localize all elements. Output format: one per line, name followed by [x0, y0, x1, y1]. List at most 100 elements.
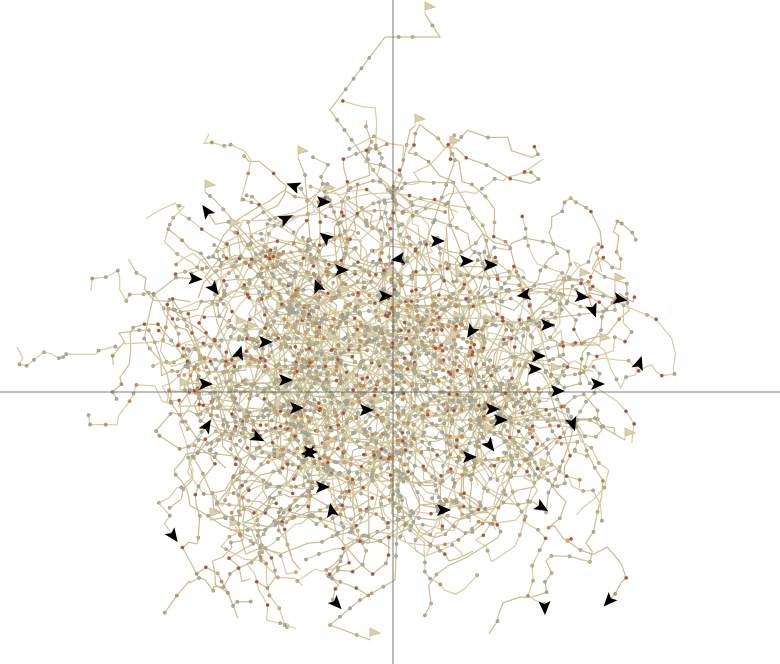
trajectory-node [265, 222, 270, 226]
trajectory-node [559, 441, 564, 446]
trajectory-node [406, 363, 411, 368]
trajectory-node [248, 538, 253, 543]
trajectory-node [509, 474, 513, 478]
trajectory-node [166, 306, 171, 311]
trajectory-node [459, 408, 464, 412]
trajectory-node [407, 456, 411, 461]
trajectory-node [518, 404, 523, 409]
trajectory-path [268, 265, 599, 328]
trajectory-node [310, 323, 315, 328]
trajectory-node [473, 295, 477, 300]
trajectory-node [403, 448, 408, 453]
trajectory-node [507, 276, 511, 280]
trajectory-node [514, 270, 519, 274]
trajectory-node [282, 317, 287, 322]
trajectory-node [273, 338, 278, 342]
trajectory-node [365, 434, 370, 439]
trajectory-node [323, 524, 328, 529]
trajectory-node [339, 282, 344, 287]
trajectory-node [549, 372, 554, 377]
heading-arrow-icon [304, 446, 318, 458]
trajectory-node [328, 204, 333, 209]
trajectory-node [537, 391, 542, 396]
trajectory-node [450, 369, 455, 374]
trajectory-node [401, 420, 406, 425]
trajectory-node [355, 327, 360, 332]
trajectory-node [325, 505, 330, 509]
trajectory-node [514, 336, 519, 341]
trajectory-node [455, 368, 460, 373]
trajectory-node [96, 348, 101, 353]
trajectory-node [623, 339, 627, 344]
trajectory-node [338, 614, 342, 619]
trajectory-node [205, 407, 210, 412]
trajectory-path [451, 328, 640, 389]
trajectory-node [366, 157, 371, 162]
trajectory-node [531, 412, 535, 416]
trajectory-node [420, 522, 425, 527]
trajectory-path [278, 375, 344, 510]
trajectory-node [299, 466, 303, 471]
trajectory-node [439, 473, 443, 478]
trajectory-node [395, 518, 400, 522]
trajectory-node [344, 377, 348, 382]
trajectory-node [277, 606, 282, 611]
trajectory-node [196, 438, 201, 443]
trajectory-node [110, 353, 115, 358]
trajectory-node [236, 522, 241, 527]
heading-arrow-icon [528, 363, 542, 375]
trajectory-node [324, 568, 329, 572]
trajectory-node [430, 23, 435, 28]
trajectory-node [323, 364, 328, 369]
trajectory-node [295, 336, 299, 341]
trajectory-node [270, 440, 275, 445]
trajectory-node [303, 437, 308, 442]
trajectory-node [431, 318, 435, 323]
trajectory-node [413, 414, 418, 418]
trajectory-node [258, 330, 263, 335]
trajectory-node [437, 246, 442, 251]
trajectory-node [366, 534, 371, 539]
trajectory-node [560, 459, 565, 464]
trajectory-node [577, 312, 582, 317]
trajectory-node [490, 322, 495, 327]
trajectory-node [447, 357, 452, 361]
trajectory-node [469, 340, 474, 345]
trajectory-node [265, 265, 270, 270]
trajectory-node [393, 198, 397, 202]
trajectory-node [414, 308, 419, 313]
trajectory-node [275, 255, 280, 260]
trajectory-node [182, 373, 187, 378]
trajectory-node [409, 305, 414, 310]
trajectory-node [303, 365, 308, 370]
trajectory-node [493, 292, 498, 297]
trajectory-node [353, 393, 358, 398]
trajectory-node [311, 402, 315, 406]
trajectory-node [416, 374, 421, 379]
trajectory-node [317, 276, 322, 281]
trajectory-node [322, 408, 327, 413]
trajectory-node [308, 408, 312, 413]
trajectory-node [491, 402, 495, 406]
trajectory-node [368, 300, 373, 305]
trajectory-node [512, 404, 516, 409]
trajectory-node [264, 423, 269, 428]
trajectory-node [438, 582, 443, 587]
trajectory-node [632, 421, 637, 426]
trajectory-node [256, 272, 261, 277]
trajectory-node [575, 418, 580, 422]
trajectory-node [446, 200, 451, 205]
trajectory-node [556, 424, 561, 428]
trajectory-node [528, 333, 533, 338]
trajectory-node [492, 176, 497, 181]
trajectory-node [502, 281, 507, 286]
trajectory-node [264, 429, 269, 433]
trajectory-node [284, 520, 289, 525]
trajectory-node [176, 343, 180, 348]
trajectory-node [379, 237, 384, 242]
trajectory-node [519, 509, 524, 514]
trajectory-node [388, 406, 393, 411]
trajectory-node [271, 496, 276, 501]
trajectory-node [86, 413, 91, 417]
trajectory-node [508, 382, 513, 387]
